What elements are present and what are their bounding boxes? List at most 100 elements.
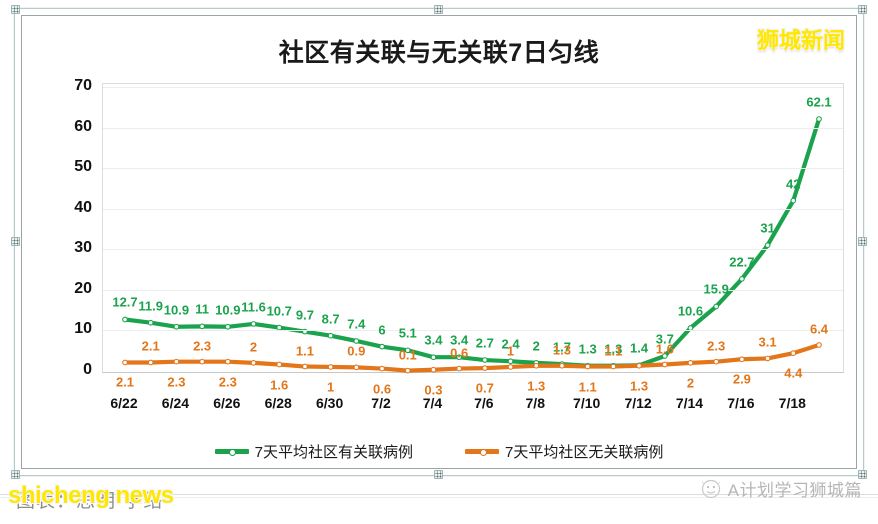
data-label: 2.3 [167, 374, 186, 390]
source-credit: 图表：思明·学络 [16, 491, 164, 512]
data-point [713, 303, 720, 310]
watermark-top-right: 狮城新闻 [756, 28, 845, 53]
resize-handle-middle-right[interactable] [858, 237, 867, 246]
data-point [816, 342, 822, 348]
x-axis-tick: 7/12 [624, 395, 652, 411]
x-axis-tick: 6/24 [161, 395, 190, 411]
smiley-face-icon [701, 479, 721, 498]
y-axis-tick-40: 40 [74, 198, 92, 216]
data-point [276, 361, 283, 368]
x-axis: 6/22 6/24 6/26 6/28 6/30 7/2 7/4 7/6 7/8 7/10 7/12… [102, 395, 844, 417]
plot-area: 12.7 11.9 10.9 11 10.9 11.6 10.7 9.7 8.7 7.4 6 5.1 3… [102, 83, 844, 397]
data-point [456, 354, 462, 361]
data-point [661, 353, 668, 359]
footer-branding: A计划学习狮城篇 [698, 476, 862, 501]
chart-object-frame[interactable]: 社区有关联与无关联7日匀线 狮城新闻 0 10 20 30 40 50 60 70 12.7 1… [11, 5, 867, 479]
y-axis-tick-30: 30 [74, 239, 92, 257]
y-axis-tick-60: 60 [74, 117, 92, 135]
resize-handle-bottom-left[interactable] [11, 470, 20, 479]
series-line-1 [122, 342, 822, 373]
gridline [103, 127, 843, 129]
data-point [250, 321, 257, 327]
data-label: 1.6 [270, 377, 289, 392]
data-point [739, 356, 745, 363]
footer-divider-secondary [0, 497, 878, 498]
data-point [147, 319, 154, 326]
footer-divider [0, 494, 878, 495]
x-axis-tick: 7/10 [573, 395, 601, 411]
legend-marker-icon [214, 449, 249, 456]
plot-region: 0 10 20 30 40 50 60 70 12.7 11.9 10.9 11 10.9 11.6 10… [62, 77, 844, 397]
y-axis-tick-70: 70 [74, 77, 92, 94]
chart-title: 社区有关联与无关联7日匀线 [278, 39, 600, 67]
data-point [379, 365, 385, 372]
data-point [276, 324, 283, 331]
data-point [482, 365, 488, 372]
data-label: 1.3 [630, 378, 649, 394]
gridline [103, 330, 843, 332]
y-axis-tick-50: 50 [74, 158, 92, 176]
x-axis-tick: 7/2 [371, 395, 391, 411]
resize-handle-top-center[interactable] [434, 5, 443, 14]
data-point [404, 367, 411, 374]
data-point [533, 362, 540, 369]
data-point [456, 365, 462, 372]
data-point [661, 361, 668, 368]
data-point [430, 366, 437, 373]
data-point [816, 116, 822, 122]
data-point [327, 332, 334, 339]
data-point [687, 325, 694, 331]
y-axis-tick-20: 20 [74, 279, 92, 297]
data-point [173, 323, 180, 330]
data-point [199, 358, 205, 365]
watermark-bottom-left: shicheng news [8, 482, 174, 509]
x-axis-tick: 6/22 [110, 395, 138, 411]
footer-branding-text: A计划学习狮城篇 [727, 481, 862, 500]
resize-handle-bottom-center[interactable] [434, 470, 443, 479]
legend-item-0[interactable]: 7天平均社区有关联病例 [214, 441, 413, 462]
data-point [327, 364, 334, 370]
legend-label: 7天平均社区无关联病例 [505, 444, 664, 461]
y-axis-tick-10: 10 [74, 320, 92, 338]
data-point [404, 347, 411, 354]
gridline [103, 168, 843, 170]
series-line-0 [122, 116, 822, 368]
data-point [302, 363, 308, 370]
x-axis-tick: 7/6 [474, 395, 494, 411]
y-axis-tick-0: 0 [83, 361, 92, 378]
series-lines [122, 116, 822, 374]
data-point [147, 359, 154, 366]
data-label: 2.3 [218, 374, 237, 390]
data-point [507, 358, 514, 365]
data-point [687, 360, 694, 366]
resize-handle-middle-left[interactable] [11, 237, 20, 246]
legend-marker-icon [465, 449, 499, 456]
data-label: 1.1 [578, 379, 597, 395]
data-point [224, 323, 231, 330]
chart-legend: 7天平均社区有关联病例 7天平均社区无关联病例 [15, 441, 863, 462]
gridline [103, 208, 843, 210]
legend-item-1[interactable]: 7天平均社区无关联病例 [465, 441, 663, 462]
data-point [739, 276, 745, 282]
data-point [790, 197, 797, 204]
resize-handle-top-right[interactable] [858, 5, 867, 14]
gridline [103, 289, 843, 291]
x-axis-tick: 6/30 [316, 395, 344, 411]
data-point [764, 242, 771, 249]
data-point [790, 350, 797, 356]
y-axis: 0 10 20 30 40 50 60 70 [62, 77, 96, 378]
data-point [353, 338, 360, 344]
data-label: 1.3 [527, 378, 546, 394]
data-point [584, 363, 591, 370]
data-point [224, 358, 231, 365]
resize-handle-top-left[interactable] [11, 5, 20, 14]
x-axis-tick: 7/14 [675, 395, 704, 411]
x-axis-tick: 6/28 [264, 395, 292, 411]
data-point [713, 358, 720, 365]
x-axis-tick: 7/18 [778, 395, 806, 411]
resize-handle-bottom-right[interactable] [858, 470, 867, 479]
data-point [353, 364, 360, 371]
x-axis-tick: 7/8 [525, 395, 545, 411]
x-axis-tick: 6/26 [213, 395, 241, 411]
